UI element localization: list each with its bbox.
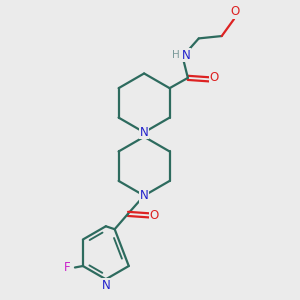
Text: O: O (150, 209, 159, 222)
Text: H: H (172, 50, 180, 60)
Text: N: N (140, 126, 148, 139)
Text: O: O (230, 5, 239, 18)
Text: N: N (102, 279, 111, 292)
Text: F: F (63, 261, 70, 274)
Text: N: N (182, 49, 190, 62)
Text: N: N (140, 189, 148, 202)
Text: O: O (210, 71, 219, 84)
